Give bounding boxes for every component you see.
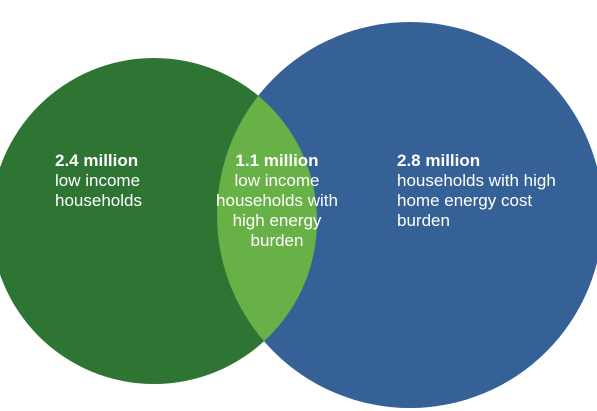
high-burden-description: households with high home energy cost bu…: [397, 171, 556, 230]
overlap-description: low income households with high energy b…: [216, 171, 338, 250]
low-income-description: low income households: [55, 171, 142, 210]
high-burden-label: 2.8 million households with high home en…: [397, 151, 587, 231]
high-energy-burden-circle: [217, 22, 597, 408]
low-income-amount: 2.4 million: [55, 151, 139, 170]
overlap-amount: 1.1 million: [235, 151, 319, 170]
overlap-label: 1.1 million low income households with h…: [212, 151, 342, 251]
high-burden-amount: 2.8 million: [397, 151, 481, 170]
low-income-label: 2.4 million low income households: [55, 151, 205, 211]
